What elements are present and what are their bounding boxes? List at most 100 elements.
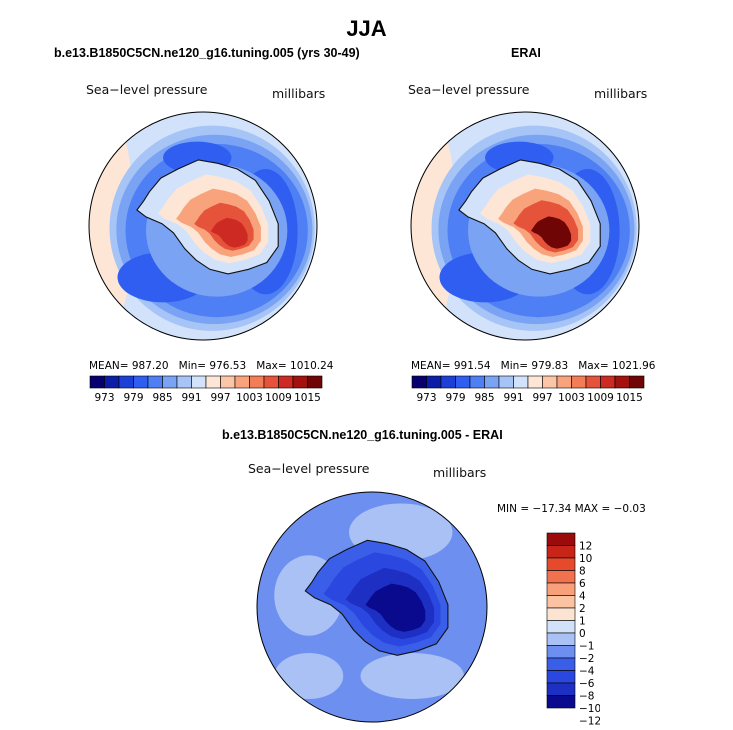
cbar1-box [147,375,163,389]
cbar3-tick-label: −1 [579,641,594,653]
map2-band-west [411,112,457,340]
cbar3-tick-label: 1 [579,616,586,628]
map3-field [257,492,487,722]
panel2-variable-label: Sea−level pressure [408,82,530,97]
cbar3-box [546,607,576,621]
cbar1-tick-label: 973 [94,392,114,404]
cbar1-tick-label: 985 [152,392,172,404]
cbar3-tick-label: 8 [579,566,586,578]
cbar3-tick-label: −6 [579,678,595,690]
panel1-polar-map [88,111,318,341]
cbar2-tick-label: 1015 [616,392,643,404]
panel1-min-label: Min= [178,360,207,372]
cbar3-tick-label: −8 [579,691,594,703]
panel3-min-max: MIN = −17.34 MAX = −0.03 [497,503,646,515]
cbar1-box [89,375,105,389]
map3-patch-southeast [360,653,464,699]
map3-coastline [304,539,449,656]
panel2-stats: MEAN= 991.54 Min= 979.83 Max= 1021.96 [411,360,655,372]
cbar2-tick-label: 985 [474,392,494,404]
cbar1-box [220,375,236,389]
panel3-title: b.e13.B1850C5CN.ne120_g16.tuning.005 - E… [222,428,503,442]
panel3-units-label: millibars [433,465,487,480]
cbar3-tick-label: 2 [579,603,586,615]
cbar3-tick-label: −12 [579,716,600,726]
map1-outline [88,111,318,341]
panel1-mean-label: MEAN= [89,360,129,372]
cbar3-box [546,570,576,584]
map1-coastline [136,159,279,275]
cbar2-box [600,375,616,389]
panel2-max-label: Max= [578,360,609,372]
cbar1-box [249,375,265,389]
cbar2-box [527,375,543,389]
cbar1-box [292,375,308,389]
cbar1-tick-label: 979 [123,392,143,404]
panel2-max-value: 1021.96 [612,360,656,372]
cbar3-box [546,670,576,684]
panel2-units-label: millibars [594,86,648,101]
cbar3-tick-label: −2 [579,653,594,665]
cbar1-tick-label: 1003 [236,392,263,404]
map3-low-4 [365,583,426,632]
cbar1-box [162,375,178,389]
panel2-min-label: Min= [500,360,529,372]
cbar1-box [278,375,294,389]
panel2-mean-label: MEAN= [411,360,451,372]
cbar2-box [614,375,630,389]
cbar2-box [455,375,471,389]
panel1-colorbar: 973 979 985 991 997 1003 1009 1015 [89,375,323,404]
map3-outline [256,491,488,723]
panel2-colorbar: 973 979 985 991 997 1003 1009 1015 [411,375,645,404]
cbar3-box [546,582,576,596]
cbar1-box [133,375,149,389]
cbar1-box [234,375,250,389]
cbar3-tick-label: −10 [579,703,600,715]
panel2-min-value: 979.83 [531,360,569,372]
cbar2-box [411,375,427,389]
cbar2-tick-label: 991 [503,392,523,404]
cbar1-tick-label: 991 [181,392,201,404]
cbar3-tick-label: 10 [579,553,592,565]
cbar2-box [629,375,645,389]
cbar1-box [191,375,207,389]
panel1-max-label: Max= [256,360,287,372]
cbar3-box [546,645,576,659]
cbar2-box [542,375,558,389]
map1-band-west [89,112,135,340]
cbar2-tick-label: 1009 [587,392,614,404]
map3-patch-south [274,653,344,699]
cbar2-box [585,375,601,389]
map1-field [89,112,317,340]
map2-coastline [458,159,601,275]
panel1-min-value: 976.53 [209,360,247,372]
cbar3-box [546,657,576,671]
panel1-max-value: 1010.24 [290,360,334,372]
map2-field [411,112,639,340]
cbar2-tick-label: 973 [416,392,436,404]
cbar3-tick-label: 4 [579,591,586,603]
panel1-mean-value: 987.20 [131,360,169,372]
cbar2-box [498,375,514,389]
cbar2-box [556,375,572,389]
map2-ice-5 [531,216,572,249]
panel3-variable-label: Sea−level pressure [248,461,370,476]
cbar2-box [426,375,442,389]
cbar3-box [546,557,576,571]
map1-ice-5 [210,217,248,248]
figure-title: JJA [346,16,387,41]
cbar3-box [546,545,576,559]
cbar3-box [546,682,576,696]
cbar2-tick-label: 1003 [558,392,585,404]
cbar2-box [513,375,529,389]
cbar2-box [440,375,456,389]
panel2-mean-value: 991.54 [453,360,491,372]
cbar3-box [546,695,576,709]
cbar2-box [571,375,587,389]
cbar2-tick-label: 979 [445,392,465,404]
cbar2-box [469,375,485,389]
cbar3-tick-label: −4 [579,666,595,678]
cbar1-box [205,375,221,389]
cbar2-tick-label: 997 [532,392,552,404]
